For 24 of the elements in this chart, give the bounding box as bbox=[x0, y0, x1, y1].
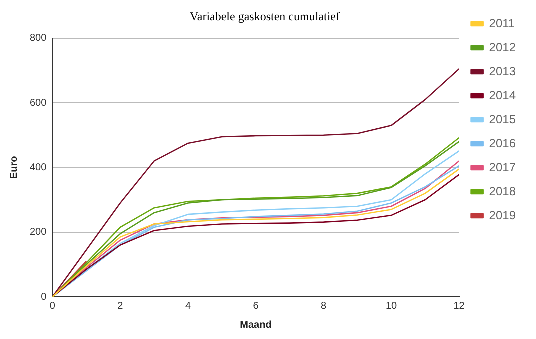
legend-label: 2016 bbox=[489, 136, 516, 150]
legend-label: 2019 bbox=[489, 208, 516, 222]
x-tick-label: 2 bbox=[118, 300, 124, 312]
x-tick-label: 6 bbox=[253, 300, 260, 312]
legend-label: 2011 bbox=[489, 16, 516, 30]
y-axis-title: Euro bbox=[8, 156, 20, 180]
x-tick-label: 8 bbox=[320, 300, 327, 312]
legend-label: 2013 bbox=[489, 64, 516, 78]
y-tick-label: 200 bbox=[30, 227, 48, 238]
x-tick-label: 12 bbox=[454, 300, 466, 312]
y-tick-label: 0 bbox=[41, 292, 48, 303]
x-tick-label: 10 bbox=[386, 300, 398, 312]
legend-label: 2018 bbox=[489, 184, 516, 198]
legend-label: 2015 bbox=[489, 112, 516, 126]
y-tick-label: 800 bbox=[30, 33, 48, 44]
x-axis-title: Maand bbox=[240, 320, 272, 331]
chart-title: Variabele gaskosten cumulatief bbox=[190, 9, 340, 24]
x-tick-label: 0 bbox=[50, 300, 56, 312]
legend-label: 2017 bbox=[489, 160, 516, 174]
legend-label: 2012 bbox=[489, 40, 516, 54]
x-tick-label: 4 bbox=[185, 300, 192, 312]
y-tick-label: 600 bbox=[30, 98, 48, 109]
y-tick-label: 400 bbox=[30, 162, 48, 174]
legend-label: 2014 bbox=[489, 88, 516, 102]
